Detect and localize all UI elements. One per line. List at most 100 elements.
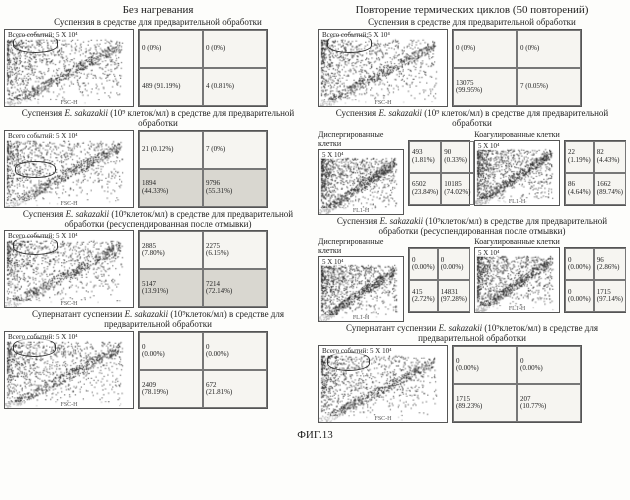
totals-R3a: 5 X 10⁴ <box>321 258 345 266</box>
column-left: Без нагревания Суспензия в средстве для … <box>4 4 312 425</box>
plot-L2: Всего событий: 5 X 10⁴ FSC-H <box>4 130 134 208</box>
quad-cell: 0 (0.00%) <box>453 346 517 384</box>
quad-cell: 10185 (74.02%) <box>441 173 473 205</box>
quad-cell: 6502 (23.84%) <box>409 173 441 205</box>
quad-cell: 5147 (13.91%) <box>139 269 203 307</box>
totals-L4: Всего событий: 5 X 10⁴ <box>7 333 79 341</box>
quad-cell: 96 (2.86%) <box>594 248 626 280</box>
scatter-R3b <box>475 248 559 312</box>
panel2-row: Всего событий: 5 X 10⁴ FSC-H 21 (0.12%)7… <box>4 130 312 208</box>
totals-L3: Всего событий: 5 X 10⁴ <box>7 232 79 240</box>
quad-cell: 0 (0.00%) <box>565 248 594 280</box>
plot-R3b: 5 X 10⁴ FL1-H <box>474 247 560 313</box>
quad-cell: 21 (0.12%) <box>139 131 203 169</box>
subhead-coag-3: Коагулированные клетки <box>474 237 560 246</box>
quad-cell: 22 (1.19%) <box>565 141 594 173</box>
quad-cell: 0 (0.00%) <box>409 248 438 280</box>
quad-L1: 0 (0%)0 (0%)489 (91.19%)4 (0.81%) <box>138 29 268 107</box>
rpanel2-title: Суспензия E. sakazakii (10⁹ клеток/мл) в… <box>318 109 626 129</box>
quad-cell: 2275 (6.15%) <box>203 231 267 269</box>
quad-R3b: 0 (0.00%)96 (2.86%)0 (0.00%)1715 (97.14%… <box>564 247 626 313</box>
quad-cell: 207 (10.77%) <box>517 384 581 422</box>
plot-R4: Всего событий: 5 X 10⁴ FSC-H <box>318 345 448 423</box>
rpanel3-title: Суспензия E. sakazakii (10⁹клеток/мл) в … <box>318 217 626 237</box>
plot-R2b: 5 X 10⁴ FL1-H <box>474 140 560 206</box>
totals-R4: Всего событий: 5 X 10⁴ <box>321 347 393 355</box>
panel1-row: Всего событий: 5 X 10⁴ FSC-H 0 (0%)0 (0%… <box>4 29 312 107</box>
totals-R2a: 5 X 10⁴ <box>321 151 345 159</box>
axis-R1: FSC-H <box>319 100 447 106</box>
subhead-disp-3: Диспергированные клетки <box>318 237 404 255</box>
quad-cell: 2409 (78.19%) <box>139 370 203 408</box>
axis-R2a: FL1-H <box>319 208 403 214</box>
quad-cell: 0 (0.00%) <box>139 332 203 370</box>
panel4-title: Супернатант суспензии E. sakazakii (10⁹к… <box>4 310 312 330</box>
totals-R3b: 5 X 10⁴ <box>477 249 501 257</box>
quad-cell: 7214 (72.14%) <box>203 269 267 307</box>
col-right-title: Повторение термических циклов (50 повтор… <box>318 4 626 16</box>
quad-cell: 493 (1.81%) <box>409 141 441 173</box>
plot-L3: Всего событий: 5 X 10⁴ FSC-H <box>4 230 134 308</box>
scatter-R2a <box>319 150 403 214</box>
axis-R2b: FL1-H <box>475 199 559 205</box>
plot-L1: Всего событий: 5 X 10⁴ FSC-H <box>4 29 134 107</box>
figure-label: ФИГ.13 <box>4 429 626 441</box>
quad-cell: 415 (2.72%) <box>409 280 438 312</box>
quad-L2: 21 (0.12%)7 (0%)1894 (44.33%)9796 (55.31… <box>138 130 268 208</box>
quad-cell: 0 (0.00%) <box>438 248 470 280</box>
quad-cell: 0 (0%) <box>453 30 517 68</box>
scatter-R2b <box>475 141 559 205</box>
plot-R3a: 5 X 10⁴ FL1-H <box>318 256 404 322</box>
rpanel1-row: Всего событий:5 X 10⁴ FSC-H 0 (0%)0 (0%)… <box>318 29 626 107</box>
axis-R3b: FL1-H <box>475 306 559 312</box>
panel2-title: Суспензия E. sakazakii (10⁹ клеток/мл) в… <box>4 109 312 129</box>
rpanel3-row: Диспергированные клетки 5 X 10⁴ FL1-H 0 … <box>318 237 626 322</box>
quad-cell: 1715 (97.14%) <box>594 280 626 312</box>
panel4-row: Всего событий: 5 X 10⁴ FSC-H 0 (0.00%)0 … <box>4 331 312 409</box>
figure-13: Без нагревания Суспензия в средстве для … <box>4 4 626 425</box>
rpanel1-title: Суспензия в средстве для предварительной… <box>318 18 626 28</box>
axis-L3: FSC-H <box>5 301 133 307</box>
quad-R3a: 0 (0.00%)0 (0.00%)415 (2.72%)14831 (97.2… <box>408 247 470 313</box>
quad-cell: 4 (0.81%) <box>203 68 267 106</box>
quad-cell: 2885 (7.80%) <box>139 231 203 269</box>
quad-cell: 489 (91.19%) <box>139 68 203 106</box>
quad-cell: 1662 (89.74%) <box>594 173 626 205</box>
col-left-title: Без нагревания <box>4 4 312 16</box>
plot-R1: Всего событий:5 X 10⁴ FSC-H <box>318 29 448 107</box>
quad-cell: 13075 (99.95%) <box>453 68 517 106</box>
plot-L4: Всего событий: 5 X 10⁴ FSC-H <box>4 331 134 409</box>
quad-cell: 82 (4.43%) <box>594 141 626 173</box>
panel3-row: Всего событий: 5 X 10⁴ FSC-H 2885 (7.80%… <box>4 230 312 308</box>
quad-cell: 7 (0%) <box>203 131 267 169</box>
quad-cell: 90 (0.33%) <box>441 141 473 173</box>
axis-R3a: FL1-H <box>319 315 403 321</box>
axis-R4: FSC-H <box>319 416 447 422</box>
quad-cell: 0 (0%) <box>517 30 581 68</box>
subhead-disp-2: Диспергированные клетки <box>318 130 404 148</box>
scatter-R3a <box>319 257 403 321</box>
rpanel4-title: Супернатант суспензии E. sakazakii (10⁹к… <box>318 324 626 344</box>
quad-R2a: 493 (1.81%)90 (0.33%)6502 (23.84%)10185 … <box>408 140 470 206</box>
rpanel2-row: Диспергированные клетки 5 X 10⁴ FL1-H 49… <box>318 130 626 215</box>
quad-cell: 672 (21.81%) <box>203 370 267 408</box>
totals-L2: Всего событий: 5 X 10⁴ <box>7 132 79 140</box>
quad-R4: 0 (0.00%)0 (0.00%)1715 (89.23%)207 (10.7… <box>452 345 582 423</box>
axis-L4: FSC-H <box>5 402 133 408</box>
quad-R1: 0 (0%)0 (0%)13075 (99.95%)7 (0.05%) <box>452 29 582 107</box>
quad-R2b: 22 (1.19%)82 (4.43%)86 (4.64%)1662 (89.7… <box>564 140 626 206</box>
totals-R2b: 5 X 10⁴ <box>477 142 501 150</box>
quad-cell: 9796 (55.31%) <box>203 169 267 207</box>
quad-cell: 0 (0.00%) <box>203 332 267 370</box>
gate-L2 <box>15 161 55 178</box>
plot-R2a: 5 X 10⁴ FL1-H <box>318 149 404 215</box>
totals-R1: Всего событий:5 X 10⁴ <box>321 31 391 39</box>
quad-cell: 0 (0.00%) <box>517 346 581 384</box>
quad-cell: 1715 (89.23%) <box>453 384 517 422</box>
panel3-title: Суспензия E. sakazakii (10⁹клеток/мл) в … <box>4 210 312 230</box>
axis-L2: FSC-H <box>5 201 133 207</box>
rpanel4-row: Всего событий: 5 X 10⁴ FSC-H 0 (0.00%)0 … <box>318 345 626 423</box>
quad-cell: 1894 (44.33%) <box>139 169 203 207</box>
quad-L4: 0 (0.00%)0 (0.00%)2409 (78.19%)672 (21.8… <box>138 331 268 409</box>
quad-cell: 0 (0%) <box>203 30 267 68</box>
